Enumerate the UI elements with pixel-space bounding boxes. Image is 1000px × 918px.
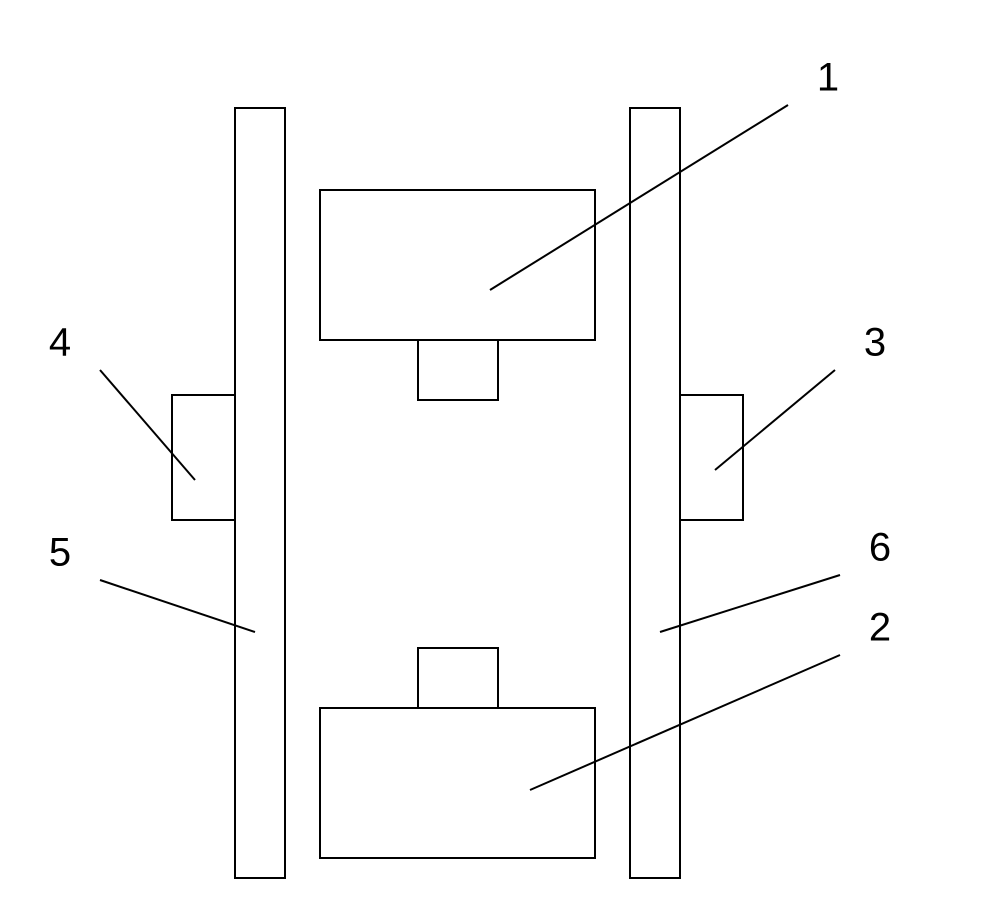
- label-4: 4: [49, 321, 71, 365]
- label-1: 1: [817, 56, 839, 100]
- technical-diagram: 1 3 6 2 4 5: [0, 0, 1000, 918]
- label-3: 3: [864, 321, 886, 365]
- label-5: 5: [49, 531, 71, 575]
- background: [0, 0, 1000, 918]
- label-6: 6: [869, 526, 891, 570]
- label-2: 2: [869, 606, 891, 650]
